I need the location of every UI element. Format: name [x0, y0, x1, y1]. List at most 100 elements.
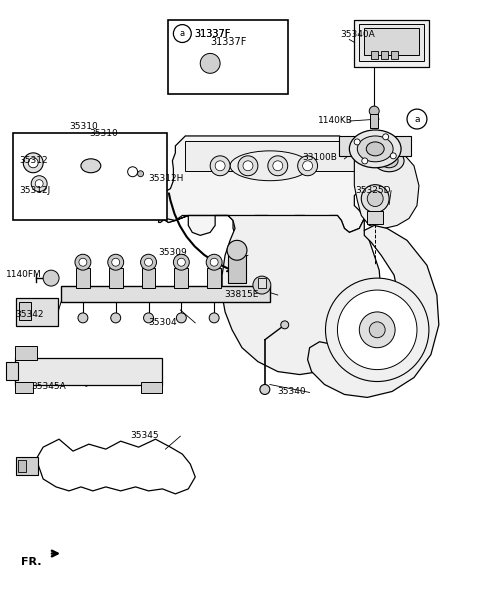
Text: 35309: 35309	[158, 248, 187, 257]
Bar	[61, 286, 270, 302]
Bar	[142, 268, 156, 288]
Circle shape	[298, 156, 318, 176]
Bar	[185, 141, 354, 171]
Circle shape	[176, 313, 186, 323]
Circle shape	[227, 240, 247, 260]
Circle shape	[273, 161, 283, 171]
Text: 33815E: 33815E	[224, 290, 258, 299]
Text: 35312J: 35312J	[19, 185, 50, 195]
Text: 33100B: 33100B	[302, 153, 337, 162]
Bar	[381, 51, 388, 59]
Circle shape	[325, 278, 429, 382]
Circle shape	[253, 276, 271, 294]
Bar	[367, 210, 383, 224]
Text: 1140FM: 1140FM	[6, 270, 42, 279]
Text: 35304: 35304	[148, 318, 177, 327]
Text: a: a	[414, 115, 420, 124]
Polygon shape	[308, 225, 439, 398]
Circle shape	[35, 179, 43, 188]
Circle shape	[354, 139, 360, 145]
Circle shape	[281, 321, 288, 329]
Circle shape	[210, 156, 230, 176]
Circle shape	[337, 290, 417, 370]
Bar	[207, 268, 221, 288]
Circle shape	[144, 313, 154, 323]
Bar	[6, 362, 18, 380]
Bar	[18, 460, 26, 472]
Bar	[370, 114, 378, 128]
Text: 35325D: 35325D	[355, 185, 391, 195]
Text: a: a	[180, 29, 185, 38]
Text: 35312: 35312	[19, 156, 48, 165]
Circle shape	[108, 254, 124, 270]
Bar	[15, 358, 162, 386]
Bar	[258, 278, 266, 288]
Circle shape	[367, 191, 383, 206]
Circle shape	[238, 156, 258, 176]
Circle shape	[28, 158, 38, 168]
Bar	[109, 268, 123, 288]
Bar	[15, 346, 37, 359]
Circle shape	[407, 109, 427, 129]
Circle shape	[31, 176, 47, 191]
Circle shape	[141, 254, 156, 270]
Circle shape	[360, 312, 395, 347]
Text: 31337F: 31337F	[194, 29, 231, 38]
Circle shape	[206, 254, 222, 270]
Circle shape	[210, 258, 218, 266]
Text: 31337F: 31337F	[194, 29, 231, 38]
Bar	[76, 268, 90, 288]
Ellipse shape	[357, 136, 393, 162]
Text: 35312H: 35312H	[148, 174, 184, 183]
Text: FR.: FR.	[21, 557, 42, 566]
Bar	[141, 382, 162, 393]
Circle shape	[362, 158, 368, 164]
Circle shape	[178, 258, 185, 266]
Bar	[168, 20, 288, 94]
Bar	[16, 298, 58, 326]
Circle shape	[138, 171, 144, 177]
Ellipse shape	[380, 154, 398, 168]
Circle shape	[215, 161, 225, 171]
Bar	[228, 255, 246, 283]
Circle shape	[173, 254, 189, 270]
Ellipse shape	[230, 151, 310, 181]
Polygon shape	[158, 136, 369, 239]
Ellipse shape	[349, 130, 401, 168]
Bar	[16, 457, 38, 475]
Circle shape	[369, 322, 385, 338]
Ellipse shape	[374, 150, 404, 172]
Circle shape	[383, 134, 389, 140]
Circle shape	[200, 53, 220, 74]
Text: 31337F: 31337F	[210, 36, 247, 47]
Text: 35340A: 35340A	[340, 29, 375, 38]
Circle shape	[79, 258, 87, 266]
Text: 35345A: 35345A	[31, 382, 66, 390]
Bar	[339, 136, 411, 156]
Circle shape	[390, 153, 396, 159]
Circle shape	[173, 25, 192, 42]
Circle shape	[112, 258, 120, 266]
Circle shape	[361, 185, 389, 212]
Ellipse shape	[366, 142, 384, 156]
Circle shape	[78, 313, 88, 323]
Polygon shape	[354, 141, 419, 228]
Circle shape	[43, 270, 59, 286]
Circle shape	[369, 106, 379, 116]
Circle shape	[209, 313, 219, 323]
Circle shape	[260, 385, 270, 395]
Text: 35310: 35310	[89, 129, 118, 138]
Text: 35310: 35310	[69, 122, 98, 131]
Bar	[371, 51, 378, 59]
Bar	[174, 268, 188, 288]
Bar	[354, 20, 429, 68]
Circle shape	[75, 254, 91, 270]
Bar	[391, 51, 398, 59]
Circle shape	[23, 153, 43, 173]
Ellipse shape	[81, 159, 101, 173]
Circle shape	[144, 258, 153, 266]
Bar	[15, 382, 33, 393]
Bar	[19, 302, 31, 320]
Bar	[360, 23, 424, 62]
Text: 35342: 35342	[15, 310, 44, 319]
